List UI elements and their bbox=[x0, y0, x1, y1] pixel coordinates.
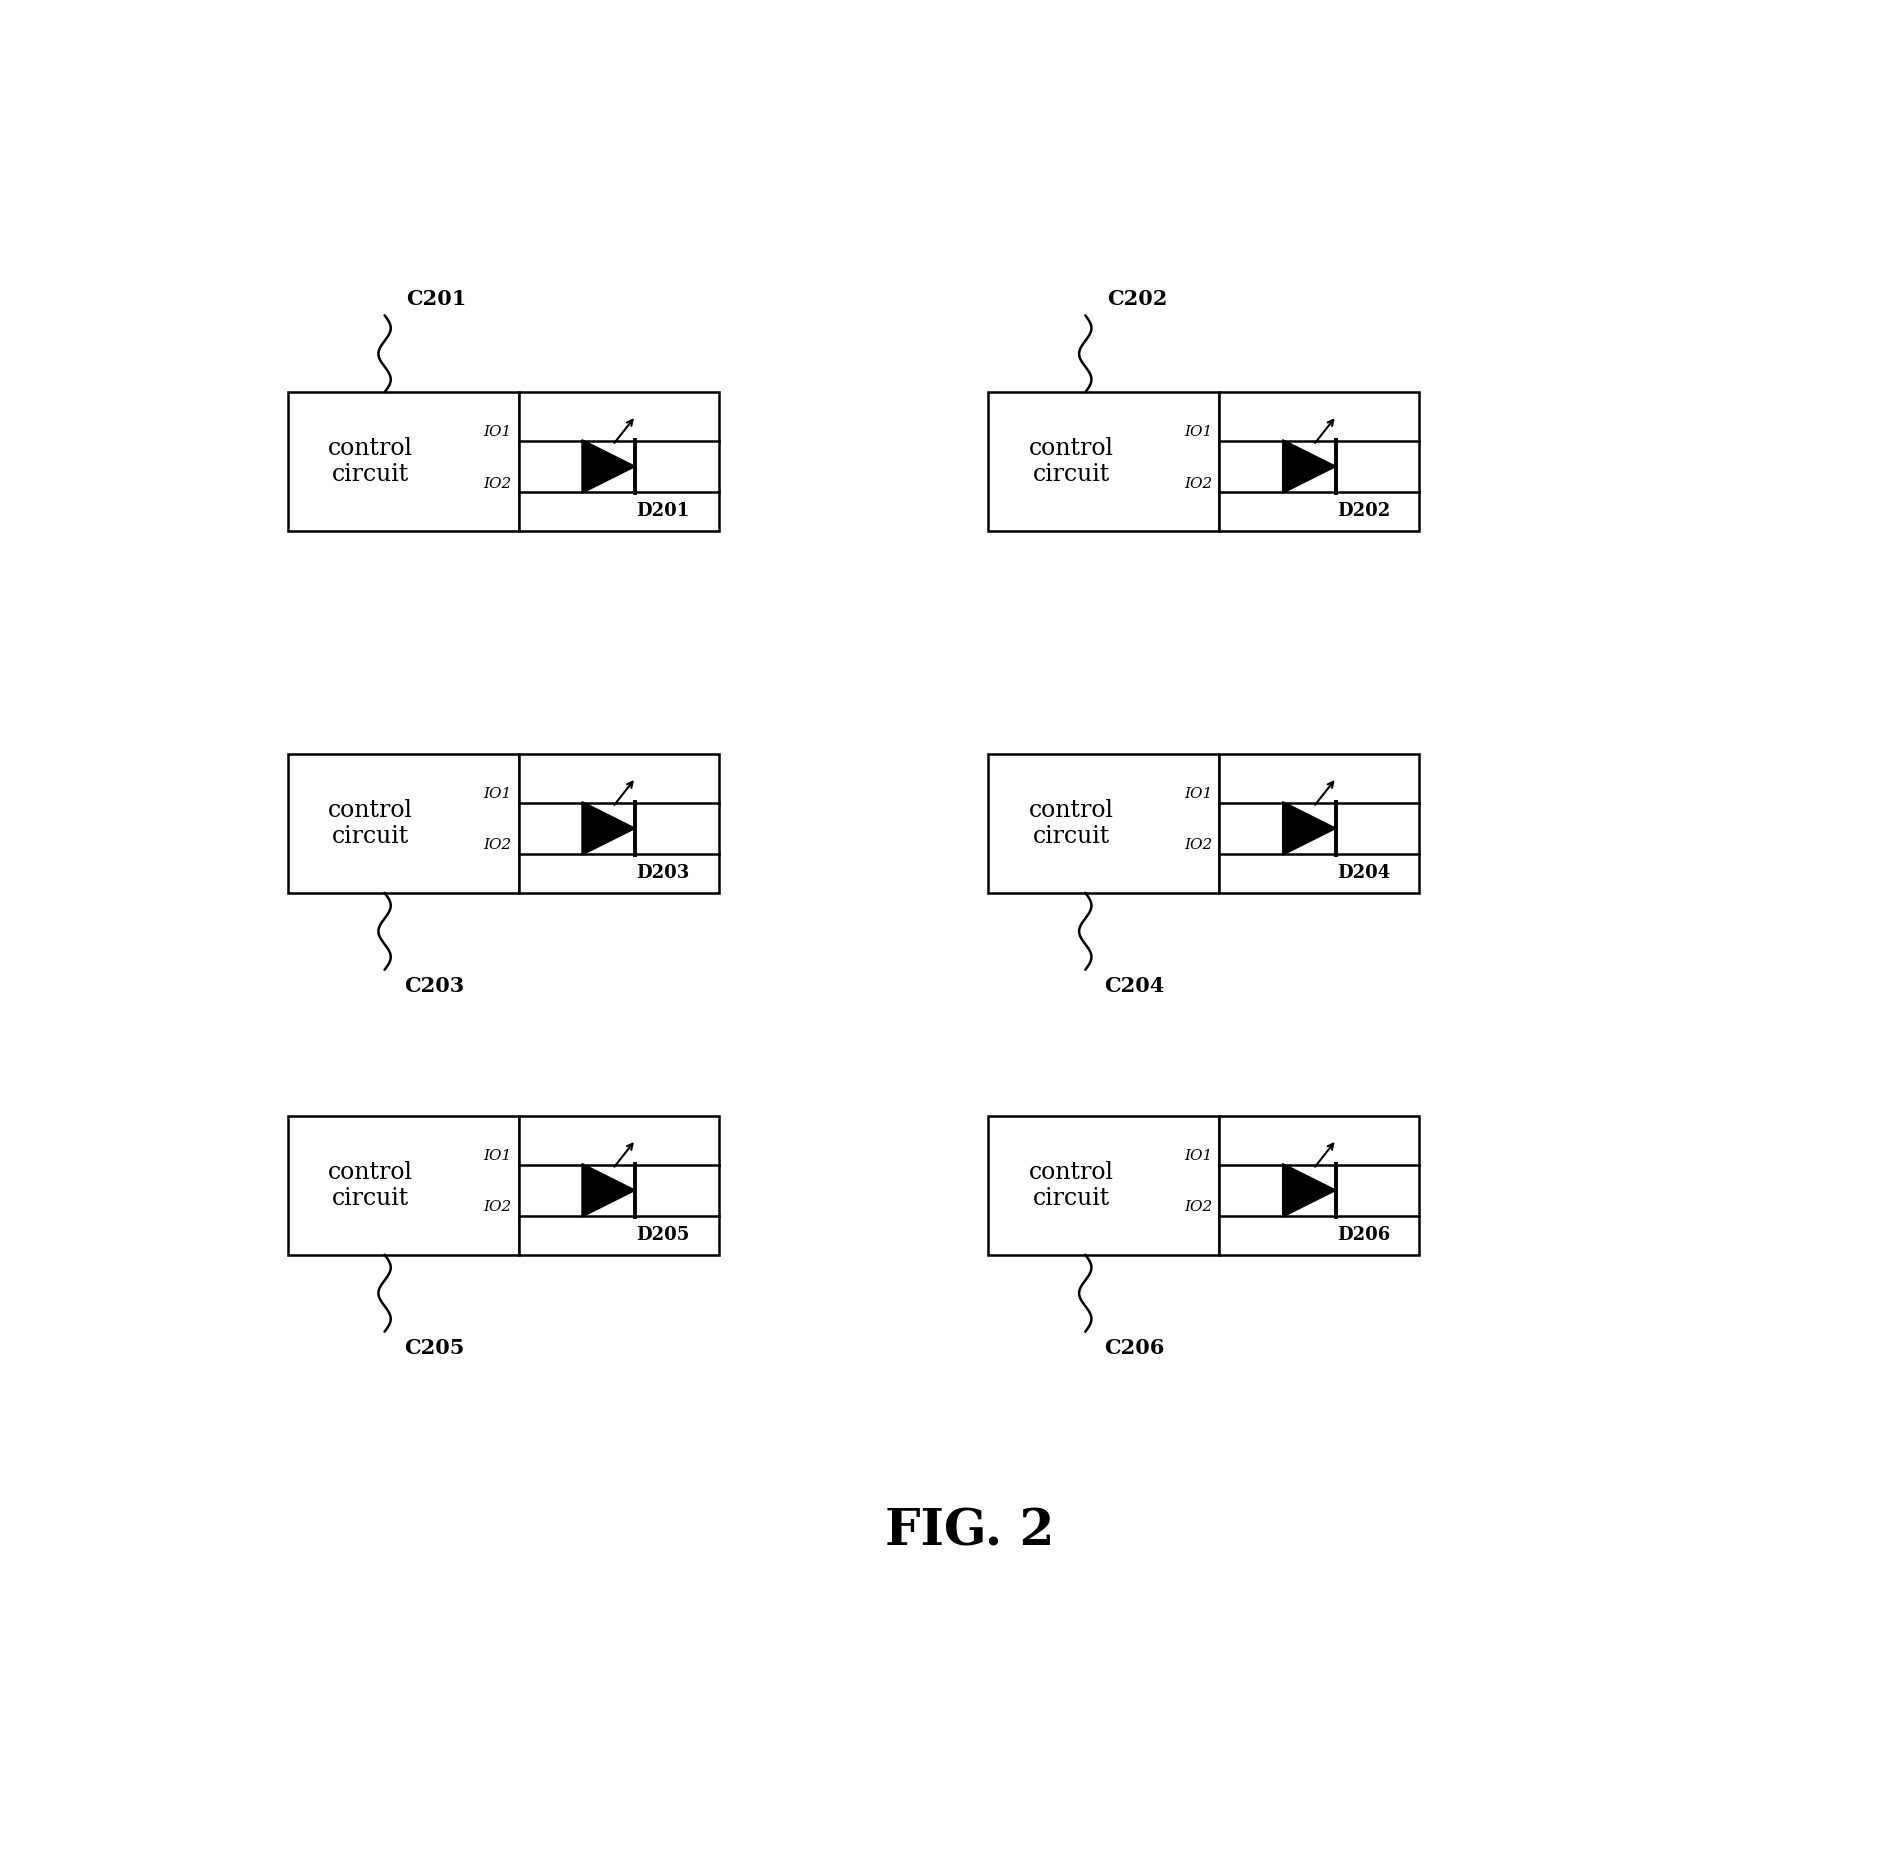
Text: IO2: IO2 bbox=[1185, 1199, 1212, 1214]
Text: C202: C202 bbox=[1107, 289, 1168, 309]
Text: control
circuit: control circuit bbox=[327, 1161, 413, 1211]
Bar bbox=[988, 753, 1219, 892]
Text: IO2: IO2 bbox=[483, 1199, 511, 1214]
Text: IO2: IO2 bbox=[483, 839, 511, 853]
Bar bbox=[988, 392, 1219, 531]
Text: IO1: IO1 bbox=[1185, 1149, 1212, 1162]
Polygon shape bbox=[581, 1164, 636, 1216]
Text: IO1: IO1 bbox=[483, 787, 511, 801]
Text: C204: C204 bbox=[1104, 975, 1164, 996]
Bar bbox=[1219, 1116, 1420, 1255]
Text: D205: D205 bbox=[636, 1225, 689, 1244]
Polygon shape bbox=[1283, 441, 1336, 492]
Text: IO1: IO1 bbox=[483, 1149, 511, 1162]
Polygon shape bbox=[1283, 1164, 1336, 1216]
Polygon shape bbox=[1283, 801, 1336, 855]
Bar bbox=[1219, 753, 1420, 892]
Text: D202: D202 bbox=[1336, 502, 1389, 520]
Text: control
circuit: control circuit bbox=[327, 437, 413, 487]
Text: IO1: IO1 bbox=[1185, 426, 1212, 439]
Text: C203: C203 bbox=[403, 975, 464, 996]
Bar bbox=[288, 392, 519, 531]
Bar bbox=[288, 1116, 519, 1255]
Text: control
circuit: control circuit bbox=[1030, 798, 1113, 848]
Polygon shape bbox=[581, 441, 636, 492]
Polygon shape bbox=[581, 801, 636, 855]
Text: control
circuit: control circuit bbox=[1030, 1161, 1113, 1211]
Text: control
circuit: control circuit bbox=[327, 798, 413, 848]
Bar bbox=[988, 1116, 1219, 1255]
Text: D204: D204 bbox=[1336, 864, 1389, 883]
Text: D206: D206 bbox=[1336, 1225, 1389, 1244]
Text: IO2: IO2 bbox=[1185, 476, 1212, 491]
Text: control
circuit: control circuit bbox=[1030, 437, 1113, 487]
Text: IO2: IO2 bbox=[483, 476, 511, 491]
Bar bbox=[519, 753, 719, 892]
Text: FIG. 2: FIG. 2 bbox=[886, 1507, 1054, 1557]
Text: IO2: IO2 bbox=[1185, 839, 1212, 853]
Bar bbox=[288, 753, 519, 892]
Bar bbox=[519, 1116, 719, 1255]
Text: C205: C205 bbox=[403, 1338, 464, 1359]
Bar bbox=[1219, 392, 1420, 531]
Text: D201: D201 bbox=[636, 502, 689, 520]
Text: C206: C206 bbox=[1104, 1338, 1164, 1359]
Bar bbox=[519, 392, 719, 531]
Text: IO1: IO1 bbox=[1185, 787, 1212, 801]
Text: D203: D203 bbox=[636, 864, 689, 883]
Text: IO1: IO1 bbox=[483, 426, 511, 439]
Text: C201: C201 bbox=[407, 289, 466, 309]
